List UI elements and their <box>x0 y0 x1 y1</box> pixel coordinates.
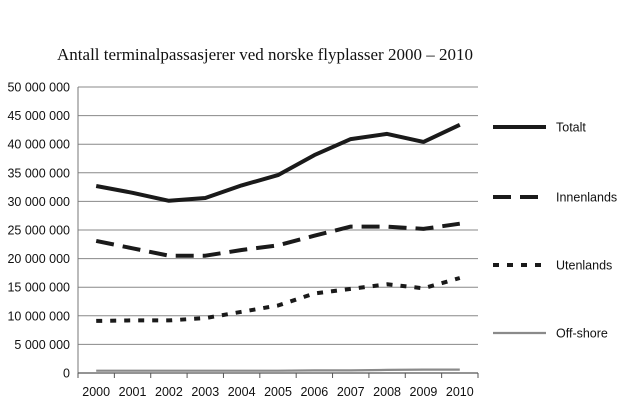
y-tick-label: 20 000 000 <box>7 252 70 266</box>
series-line-innenlands <box>95 221 461 258</box>
legend-label-totalt: Totalt <box>556 121 586 135</box>
x-tick-label: 2010 <box>446 385 474 399</box>
x-tick-label: 2008 <box>373 385 401 399</box>
series-group <box>95 122 461 372</box>
legend: Totalt Innenlands Utenlands Off-shore <box>493 121 617 341</box>
x-tick-label: 2003 <box>191 385 219 399</box>
grid <box>78 86 478 345</box>
series-line-totalt <box>95 122 461 203</box>
legend-label-innenlands: Innenlands <box>556 191 617 205</box>
y-tick-label: 10 000 000 <box>7 309 70 323</box>
series-line-utenlands <box>96 276 461 323</box>
x-tick-label: 2009 <box>410 385 438 399</box>
y-tick-label: 35 000 000 <box>7 166 70 180</box>
y-tick-label: 25 000 000 <box>7 224 70 238</box>
series-line-off-shore <box>96 368 460 372</box>
x-tick-label: 2001 <box>119 385 147 399</box>
y-tick-label: 50 000 000 <box>7 81 70 95</box>
legend-label-off-shore: Off-shore <box>556 327 608 341</box>
y-axis: 0 5 000 000 10 000 000 15 000 000 20 000 000… <box>7 81 79 381</box>
x-tick-label: 2002 <box>155 385 183 399</box>
y-tick-label: 15 000 000 <box>7 281 70 295</box>
y-tick-label: 40 000 000 <box>7 138 70 152</box>
chart-title: Antall terminalpassasjerer ved norske fl… <box>57 45 473 64</box>
y-tick-label: 0 <box>63 367 70 381</box>
y-tick-label: 30 000 000 <box>7 195 70 209</box>
y-tick-label: 5 000 000 <box>14 338 70 352</box>
x-tick-label: 2000 <box>82 385 110 399</box>
x-tick-label: 2004 <box>228 385 256 399</box>
x-tick-label: 2007 <box>337 385 365 399</box>
y-tick-label: 45 000 000 <box>7 109 70 123</box>
x-tick-label: 2006 <box>300 385 328 399</box>
x-tick-label: 2005 <box>264 385 292 399</box>
legend-label-utenlands: Utenlands <box>556 259 612 273</box>
x-axis: 2000 2001 2002 2003 2004 2005 2006 2007 2008 2009… <box>77 372 479 399</box>
